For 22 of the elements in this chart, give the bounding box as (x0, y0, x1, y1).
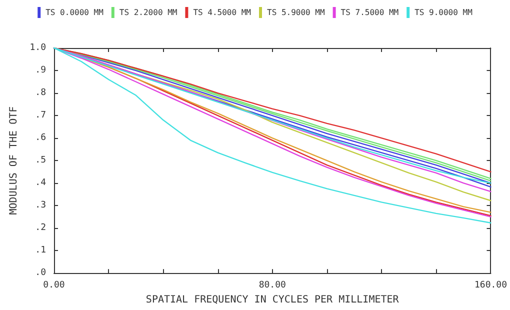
legend-label: TS 4.5000 MM (193, 8, 252, 17)
x-tick-label: 0.00 (43, 280, 65, 291)
y-tick-label: .5 (35, 156, 46, 166)
y-tick-label: .6 (35, 133, 46, 144)
legend-label: TS 0.0000 MM (46, 8, 104, 17)
y-tick-label: .9 (35, 66, 46, 76)
y-tick-label: .3 (35, 200, 46, 211)
y-tick-label: .8 (35, 88, 46, 98)
y-tick-label: .2 (35, 223, 46, 234)
x-axis-title: SPATIAL FREQUENCY IN CYCLES PER MILLIMETER (146, 294, 400, 306)
y-tick-label: .4 (35, 178, 46, 188)
y-axis-title: MODULUS OF THE OTF (8, 106, 20, 215)
legend-label: TS 2.2000 MM (119, 8, 178, 17)
legend-label: TS 7.5000 MM (340, 8, 399, 17)
y-tick-label: .1 (35, 246, 46, 256)
y-tick-label: .7 (35, 110, 46, 121)
legend-label: TS 5.9000 MM (267, 8, 325, 17)
x-tick-label: 160.00 (474, 280, 507, 291)
legend-label: TS 9.0000 MM (414, 8, 473, 17)
y-tick-label: 1.0 (30, 43, 46, 53)
x-tick-label: 80.00 (258, 280, 286, 291)
y-tick-label: .0 (35, 268, 46, 278)
